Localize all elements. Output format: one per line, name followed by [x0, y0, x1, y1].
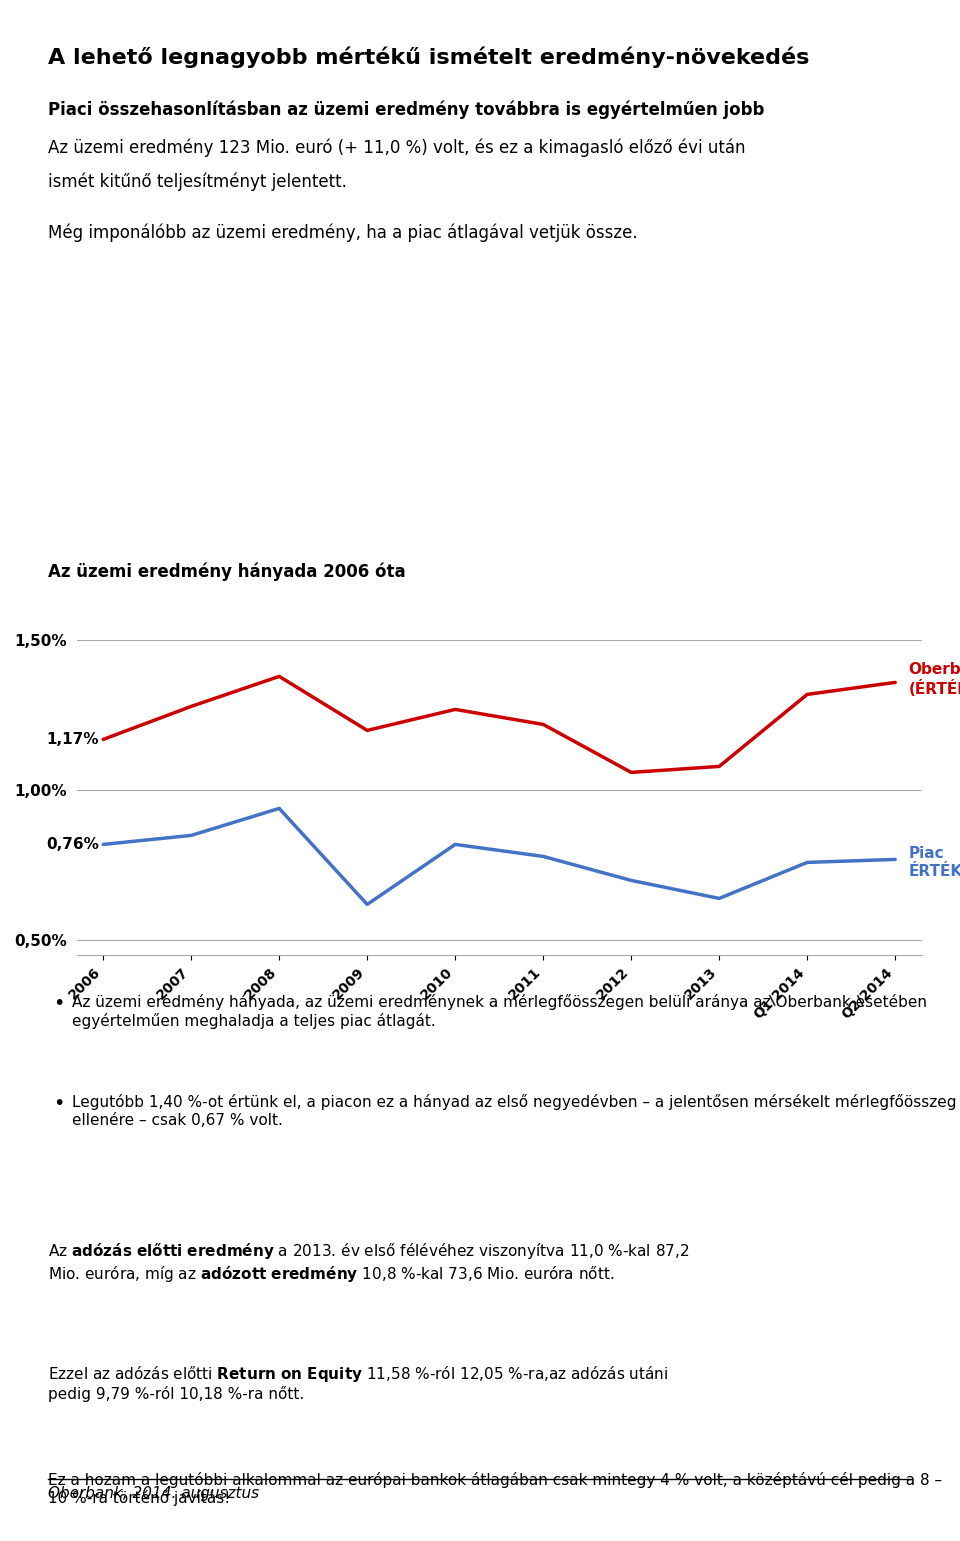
Text: ismét kitűnő teljesítményt jelentett.: ismét kitűnő teljesítményt jelentett.: [48, 173, 347, 191]
Text: A lehető legnagyobb mértékű ismételt eredmény-növekedés: A lehető legnagyobb mértékű ismételt ere…: [48, 46, 809, 68]
Text: Az üzemi eredmény hányada 2006 óta: Az üzemi eredmény hányada 2006 óta: [48, 562, 406, 581]
Text: Az üzemi eredmény 123 Mio. euró (+ 11,0 %) volt, és ez a kimagasló előző évi utá: Az üzemi eredmény 123 Mio. euró (+ 11,0 …: [48, 139, 746, 157]
Text: Oberbank, 2014. augusztus: Oberbank, 2014. augusztus: [48, 1486, 259, 1501]
Text: Az $\bf{adózás\ előtti\ eredmény}$ a 2013. év első félévéhez viszonyítva 11,0 %-: Az $\bf{adózás\ előtti\ eredmény}$ a 201…: [48, 1241, 689, 1284]
Text: Piac
ÉRTÉK: Piac ÉRTÉK: [908, 846, 960, 878]
Text: Még imponálóbb az üzemi eredmény, ha a piac átlagával vetjük össze.: Még imponálóbb az üzemi eredmény, ha a p…: [48, 223, 637, 242]
Text: 0,76%: 0,76%: [46, 837, 99, 852]
Text: Ez a hozam a legutóbbi alkalommal az európai bankok átlagában csak mintegy 4 % v: Ez a hozam a legutóbbi alkalommal az eur…: [48, 1472, 942, 1506]
Text: Legutóbb 1,40 %-ot értünk el, a piacon ez a hányad az első negyedévben – a jelen: Legutóbb 1,40 %-ot értünk el, a piacon e…: [72, 1094, 956, 1128]
Text: Ezzel az adózás előtti $\bf{Return\ on\ Equity}$ 11,58 %-ról 12,05 %-ra,az adózá: Ezzel az adózás előtti $\bf{Return\ on\ …: [48, 1364, 668, 1402]
Text: Oberbank
(ÉRTÉK): Oberbank (ÉRTÉK): [908, 663, 960, 697]
Text: •: •: [53, 1094, 64, 1113]
Text: Piaci összehasonlításban az üzemi eredmény továbbra is egyértelműen jobb: Piaci összehasonlításban az üzemi eredmé…: [48, 100, 764, 119]
Text: 1,17%: 1,17%: [46, 732, 99, 747]
Text: •: •: [53, 994, 64, 1012]
Text: Az üzemi eredmény hányada, az üzemi eredménynek a mérlegfőösszegen belüli aránya: Az üzemi eredmény hányada, az üzemi ered…: [72, 994, 927, 1028]
